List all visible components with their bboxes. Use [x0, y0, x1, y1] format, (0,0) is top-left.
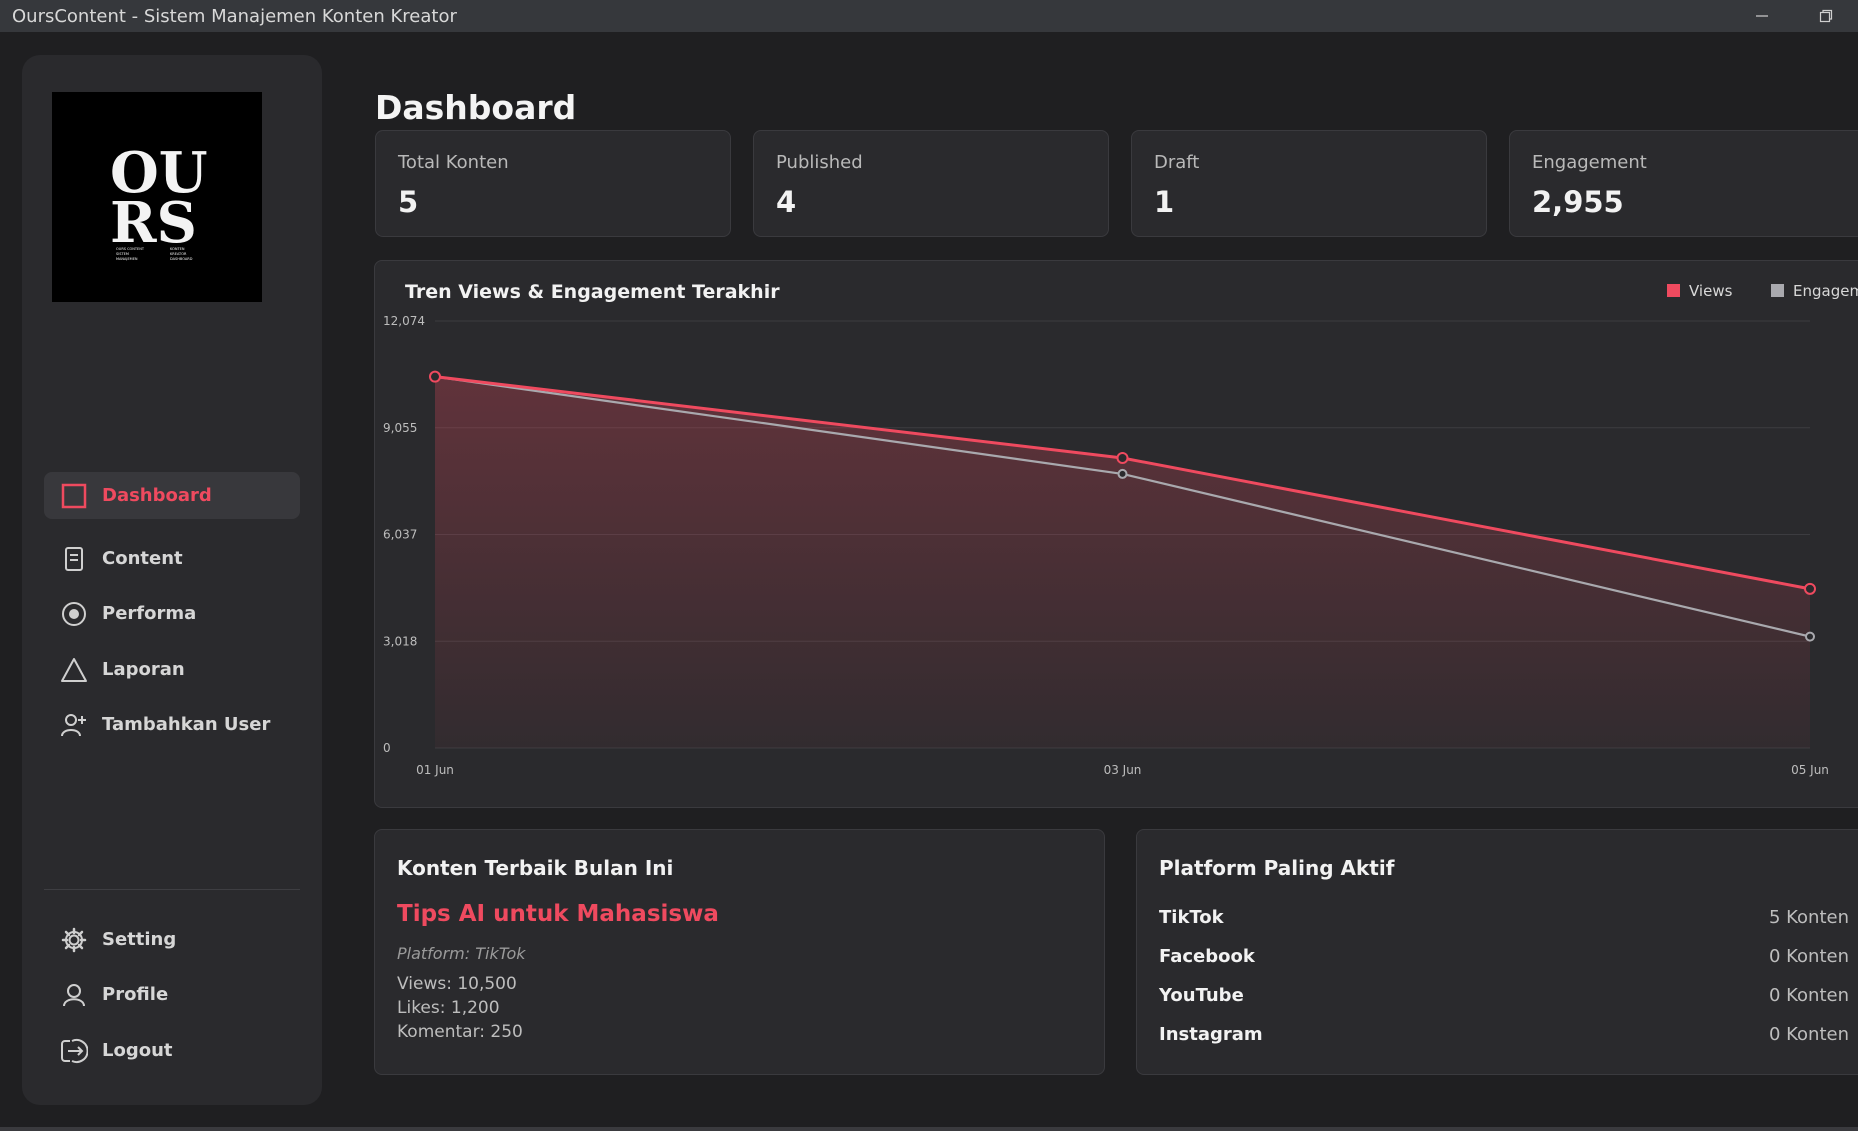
sidebar: OU RS OURS CONTENT SISTEM MANAJEMEN KONT…	[22, 55, 322, 1105]
title-bar: OursContent - Sistem Manajemen Konten Kr…	[0, 0, 1858, 32]
nav-tambahkan-user[interactable]: Tambahkan User	[44, 701, 300, 748]
x-tick-label: 01 Jun	[416, 763, 454, 777]
best-content-views: Views: 10,500	[397, 974, 517, 994]
nav-label: Profile	[102, 984, 169, 1005]
y-tick-label: 12,074	[383, 314, 425, 328]
nav-label: Dashboard	[102, 485, 212, 506]
bottom-strip	[0, 1127, 1858, 1131]
target-icon	[60, 600, 88, 628]
y-tick-label: 6,037	[383, 528, 417, 542]
platform-name: Facebook	[1159, 946, 1255, 967]
platform-count: 0 Konten	[1768, 985, 1849, 1006]
stat-label: Engagement	[1532, 152, 1647, 173]
stat-label: Draft	[1154, 152, 1200, 173]
square-icon	[60, 482, 88, 510]
legend-swatch-views	[1667, 284, 1680, 297]
best-content-title[interactable]: Tips AI untuk Mahasiswa	[397, 901, 719, 927]
ours-logo: OU RS OURS CONTENT SISTEM MANAJEMEN KONT…	[52, 92, 262, 302]
y-tick-label: 3,018	[383, 634, 417, 648]
nav-label: Content	[102, 548, 183, 569]
platform-count: 0 Konten	[1768, 1024, 1849, 1045]
logout-icon	[60, 1037, 88, 1065]
x-tick-label: 05 Jun	[1791, 763, 1829, 777]
legend-label-views: Views	[1689, 282, 1733, 300]
svg-text:KREATOR: KREATOR	[170, 252, 187, 256]
trend-chart-card: Tren Views & Engagement Terakhir 0 3,018 6,…	[374, 260, 1858, 808]
platform-row: TikTok 5 Konten	[1159, 907, 1849, 931]
triangle-icon	[60, 656, 88, 684]
data-point-engagement	[1117, 468, 1128, 479]
user-icon	[60, 981, 88, 1009]
sidebar-divider	[44, 889, 300, 890]
platform-row: Facebook 0 Konten	[1159, 946, 1849, 970]
data-point-views	[429, 370, 441, 383]
panel-title: Platform Paling Aktif	[1159, 856, 1395, 880]
platform-name: YouTube	[1159, 985, 1244, 1006]
svg-text:OURS CONTENT: OURS CONTENT	[116, 247, 145, 251]
nav-label: Setting	[102, 929, 177, 950]
platform-row: YouTube 0 Konten	[1159, 985, 1849, 1009]
platform-count: 0 Konten	[1768, 946, 1849, 967]
data-point-views	[1804, 582, 1816, 595]
minimize-icon[interactable]	[1730, 0, 1794, 32]
svg-text:RS: RS	[110, 190, 197, 256]
page-title: Dashboard	[375, 88, 577, 127]
stat-value: 4	[776, 185, 797, 219]
best-content-likes: Likes: 1,200	[397, 998, 500, 1018]
gear-icon	[60, 926, 88, 954]
legend-swatch-engagement	[1771, 284, 1784, 297]
svg-text:MANAJEMEN: MANAJEMEN	[116, 257, 138, 261]
best-content-platform: Platform: TikTok	[397, 944, 526, 963]
best-content-panel: Konten Terbaik Bulan Ini Tips AI untuk M…	[374, 829, 1105, 1075]
window-title: OursContent - Sistem Manajemen Konten Kr…	[12, 5, 457, 27]
nav-performa[interactable]: Performa	[44, 590, 300, 637]
svg-text:KONTEN: KONTEN	[170, 247, 185, 251]
data-point-views	[1116, 452, 1129, 465]
best-content-comments: Komentar: 250	[397, 1022, 523, 1042]
stat-label: Total Konten	[398, 152, 509, 173]
chart-title: Tren Views & Engagement Terakhir	[405, 281, 780, 303]
nav-dashboard[interactable]: Dashboard	[44, 472, 300, 519]
legend-label-engagement: Engagement	[1793, 282, 1858, 300]
nav-content[interactable]: Content	[44, 535, 300, 582]
stat-card-draft: Draft 1	[1131, 130, 1487, 237]
y-tick-label: 0	[383, 741, 391, 755]
stat-value: 1	[1154, 185, 1175, 219]
svg-text:OU: OU	[110, 140, 208, 206]
stat-value: 5	[398, 185, 419, 219]
nav-label: Laporan	[102, 659, 185, 680]
restore-icon[interactable]	[1794, 0, 1858, 32]
nav-label: Tambahkan User	[102, 714, 271, 735]
nav-laporan[interactable]: Laporan	[44, 646, 300, 693]
nav-label: Logout	[102, 1040, 173, 1061]
stat-label: Published	[776, 152, 863, 173]
x-tick-label: 03 Jun	[1104, 763, 1142, 777]
svg-text:SISTEM: SISTEM	[116, 252, 129, 256]
nav-profile[interactable]: Profile	[44, 971, 300, 1018]
y-tick-label: 9,055	[383, 421, 417, 435]
add-user-icon	[60, 711, 88, 739]
document-icon	[60, 545, 88, 573]
views-area	[435, 376, 1810, 748]
stat-card-published: Published 4	[753, 130, 1109, 237]
trend-chart: Tren Views & Engagement Terakhir 0 3,018 6,…	[383, 281, 1858, 777]
platform-panel: Platform Paling Aktif TikTok 5 Konten Fa…	[1136, 829, 1858, 1075]
nav-logout[interactable]: Logout	[44, 1027, 300, 1074]
platform-name: Instagram	[1159, 1024, 1263, 1045]
svg-text:DASHBOARD: DASHBOARD	[170, 257, 193, 261]
nav-setting[interactable]: Setting	[44, 916, 300, 963]
window-controls	[1730, 0, 1858, 32]
platform-row: Instagram 0 Konten	[1159, 1024, 1849, 1048]
stat-value: 2,955	[1532, 185, 1624, 219]
stat-card-total-konten: Total Konten 5	[375, 130, 731, 237]
platform-count: 5 Konten	[1768, 907, 1849, 928]
platform-name: TikTok	[1159, 907, 1224, 928]
panel-title: Konten Terbaik Bulan Ini	[397, 856, 674, 880]
data-point-engagement	[1805, 631, 1815, 642]
nav-label: Performa	[102, 603, 197, 624]
stat-card-engagement: Engagement 2,955	[1509, 130, 1858, 237]
